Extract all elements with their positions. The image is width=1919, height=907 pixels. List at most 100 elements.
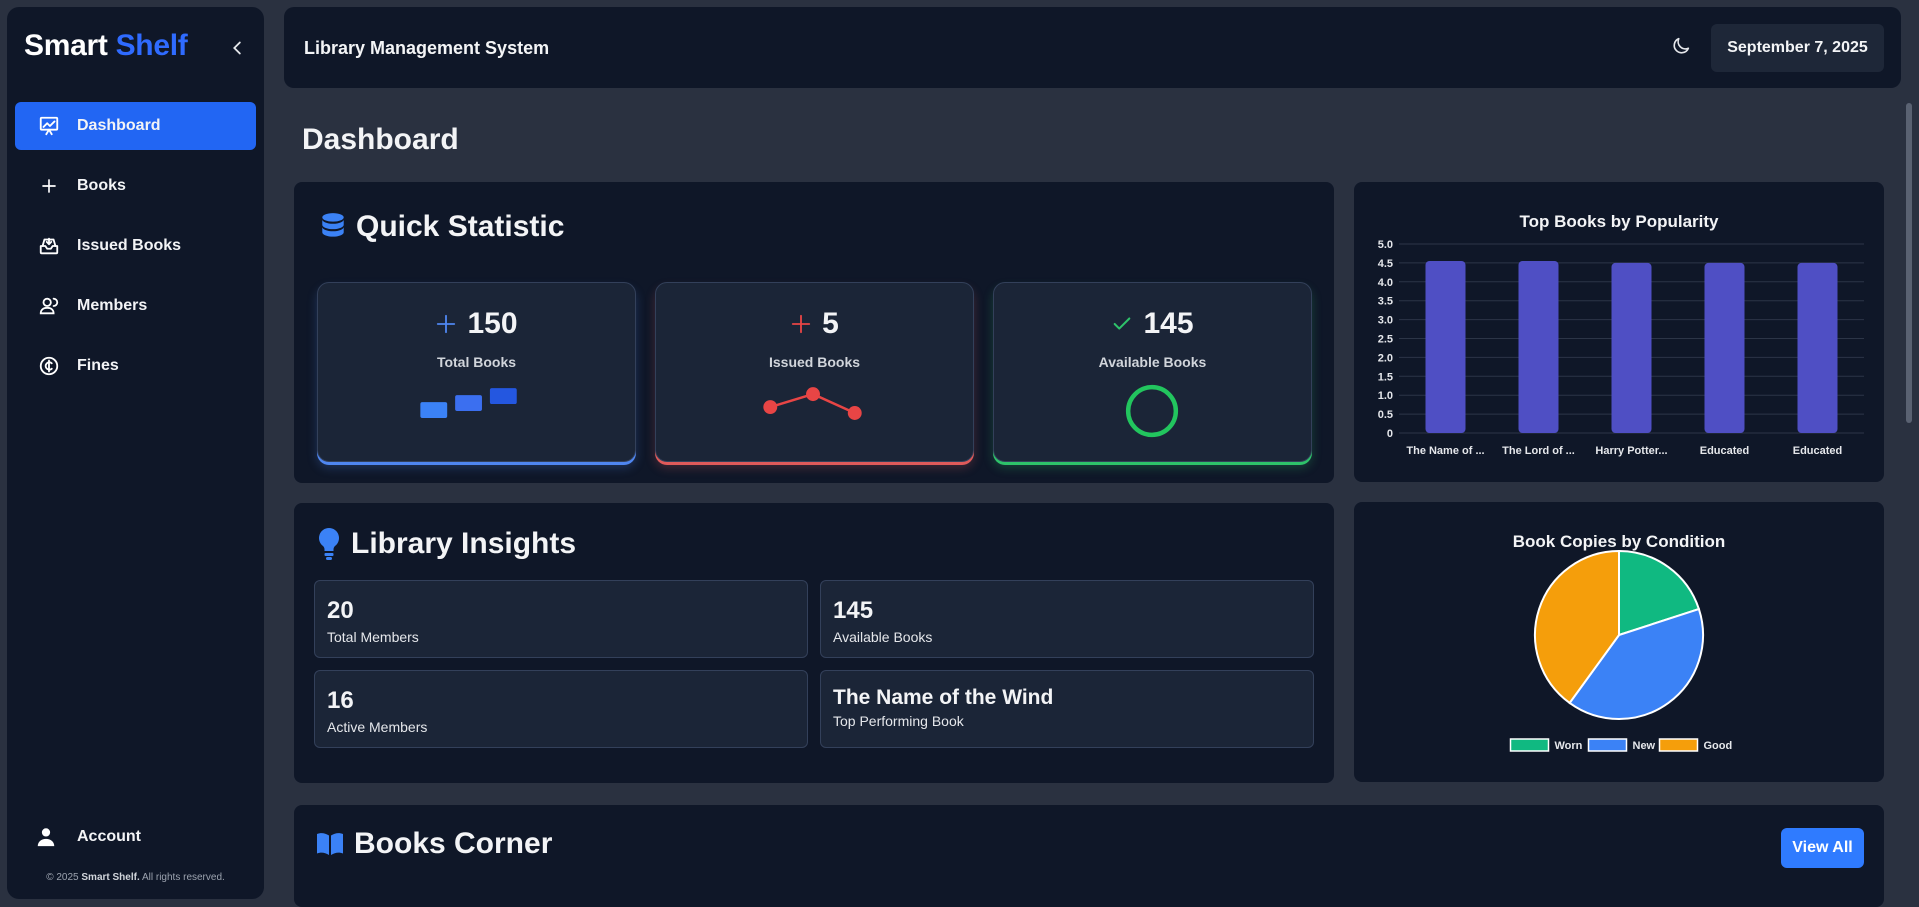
x-tick-label: Educated [1793, 445, 1843, 457]
database-icon [320, 212, 346, 242]
trend-line-icon [763, 387, 862, 420]
quick-statistic-title: Quick Statistic [320, 210, 564, 244]
legend-swatch [1587, 738, 1628, 752]
pie-slice[interactable] [1534, 549, 1620, 705]
stat-value: 150 [467, 307, 518, 340]
sidebar-nav: Dashboard Books Issued Books Members Fin… [15, 102, 256, 402]
sidebar-item-label: Books [77, 177, 126, 194]
stat-card-issued-books[interactable]: 5 Issued Books [655, 282, 974, 462]
y-tick-label: 1.0 [1378, 390, 1393, 402]
x-tick-label: The Name of ... [1406, 445, 1484, 457]
check-icon [1114, 317, 1131, 330]
y-tick-label: 3.5 [1378, 296, 1393, 308]
y-tick-label: 5.0 [1378, 239, 1393, 251]
brand-logo[interactable]: Smart Shelf [24, 29, 188, 63]
insight-label: Top Performing Book [833, 713, 964, 729]
insight-total-members: 20 Total Members [314, 580, 808, 658]
view-all-button[interactable]: View All [1781, 828, 1864, 868]
legend-label: New [1633, 740, 1656, 752]
top-header: Library Management System September 7, 2… [284, 7, 1901, 88]
plus-icon [791, 314, 811, 334]
sidebar-item-fines[interactable]: Fines [15, 342, 256, 390]
stat-label: Available Books [1098, 354, 1207, 370]
legend-label: Worn [1555, 740, 1583, 752]
account-link[interactable]: Account [35, 825, 141, 849]
bar[interactable] [1611, 262, 1652, 433]
legend-swatch [1658, 738, 1699, 752]
insight-top-book: The Name of the Wind Top Performing Book [820, 670, 1314, 748]
books-corner-card: Books Corner [294, 805, 1884, 907]
plus-icon [37, 174, 61, 198]
brand-part-2: Shelf [115, 29, 188, 62]
sidebar-item-books[interactable]: Books [15, 162, 256, 210]
stat-row: 150 [318, 307, 635, 341]
books-corner-title-text: Books Corner [354, 827, 553, 860]
account-label: Account [77, 828, 141, 845]
plus-icon [437, 314, 456, 334]
sidebar-item-label: Dashboard [77, 117, 161, 134]
insight-active-members: 16 Active Members [314, 670, 808, 748]
copyright-suffix: All rights reserved. [141, 872, 225, 883]
insight-available-books: 145 Available Books [820, 580, 1314, 658]
x-tick-label: The Lord of ... [1502, 445, 1575, 457]
inbox-arrow-icon [37, 234, 61, 258]
app-title: Library Management System [304, 38, 550, 58]
chevron-left-icon [233, 41, 241, 55]
y-tick-label: 1.5 [1378, 371, 1393, 383]
insight-label: Total Members [327, 629, 419, 645]
moon-icon [1673, 37, 1690, 54]
bar[interactable] [1797, 262, 1838, 433]
legend-label: Good [1704, 740, 1733, 752]
y-tick-label: 2.0 [1378, 352, 1393, 364]
ring-icon [1125, 384, 1179, 438]
theme-toggle-button[interactable] [1670, 35, 1694, 59]
pie-slice[interactable] [1568, 607, 1704, 720]
x-tick-label: Harry Potter... [1595, 445, 1667, 457]
stat-row: 145 [994, 307, 1311, 341]
sidebar-item-label: Issued Books [77, 237, 182, 254]
sidebar-item-members[interactable]: Members [15, 282, 256, 330]
y-tick-label: 2.5 [1378, 334, 1393, 346]
chart-title: Top Books by Popularity [1519, 212, 1719, 231]
bar[interactable] [1704, 262, 1745, 433]
stacked-books-icon [420, 388, 517, 418]
open-book-icon [316, 831, 344, 857]
stat-row: 5 [656, 307, 973, 341]
top-books-bar-chart: 0 0.5 1.0 1.5 2.0 2.5 3.0 3.5 4.0 4.5 5.0 The Name … [1378, 239, 1864, 457]
y-tick-label: 0 [1387, 428, 1393, 440]
insight-label: Available Books [833, 629, 933, 645]
stat-label: Issued Books [768, 354, 861, 370]
sidebar-item-dashboard[interactable]: Dashboard [15, 102, 256, 150]
pie-slice[interactable] [1618, 549, 1701, 637]
bar[interactable] [1518, 261, 1559, 433]
y-tick-label: 3.0 [1378, 315, 1393, 327]
collapse-sidebar-button[interactable] [227, 37, 249, 59]
legend-swatch [1509, 738, 1550, 752]
x-tick-label: Educated [1700, 445, 1750, 457]
stat-card-available-books[interactable]: 145 Available Books [993, 282, 1312, 462]
lightbulb-icon [317, 527, 341, 561]
top-books-chart-card: Top Books by Popularity 0 0.5 1.0 1.5 2.0 2.5… [1354, 182, 1884, 482]
stat-value: 145 [1143, 307, 1194, 340]
presentation-chart-icon [37, 114, 61, 138]
users-icon [37, 294, 61, 318]
sidebar-item-issued-books[interactable]: Issued Books [15, 222, 256, 270]
library-insights-title-text: Library Insights [351, 527, 577, 560]
stat-label: Total Books [436, 354, 517, 370]
page-scrollbar[interactable] [1906, 103, 1912, 423]
y-tick-label: 4.0 [1378, 277, 1393, 289]
books-corner-title: Books Corner [316, 827, 552, 861]
y-tick-label: 0.5 [1378, 409, 1393, 421]
condition-pie-chart: Worn New Good [1509, 549, 1733, 752]
stat-value: 5 [822, 307, 839, 340]
insight-value: The Name of the Wind [833, 686, 1054, 709]
bar[interactable] [1425, 261, 1466, 433]
copyright-brand: Smart Shelf. [81, 872, 140, 883]
sidebar: Smart Shelf Dashboard Books Issued Books [7, 7, 264, 899]
currency-icon [37, 354, 61, 378]
quick-statistic-title-text: Quick Statistic [356, 210, 565, 243]
insight-value: 20 [327, 597, 354, 624]
stat-card-total-books[interactable]: 150 Total Books [317, 282, 636, 462]
insight-value: 16 [327, 687, 354, 714]
user-icon [35, 825, 59, 849]
